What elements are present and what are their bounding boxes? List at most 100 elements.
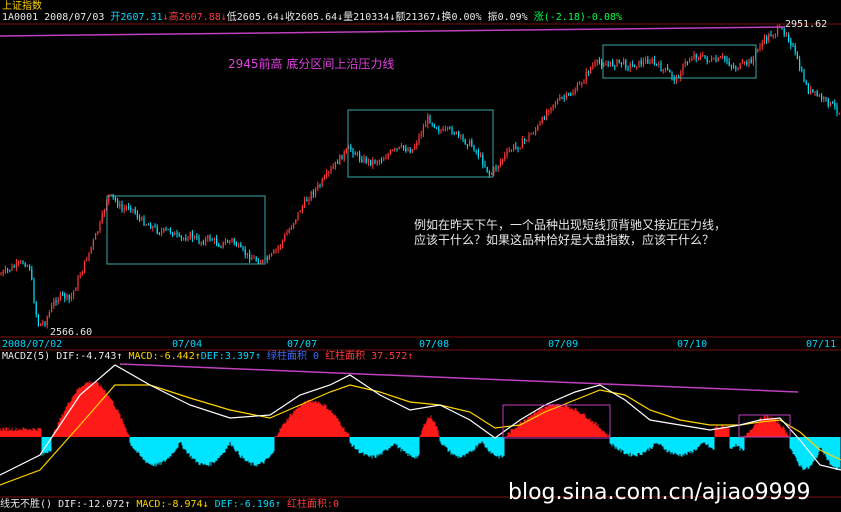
volume-value: 210334 xyxy=(353,12,390,23)
candle-body xyxy=(62,292,64,294)
candle-body xyxy=(812,89,814,93)
consolidation-box-2 xyxy=(347,109,494,178)
candle-body xyxy=(711,58,713,61)
candle-body xyxy=(462,135,464,140)
candle-body xyxy=(801,69,803,72)
candle-body xyxy=(761,42,763,47)
candle-body xyxy=(224,241,226,243)
candle-body xyxy=(504,154,506,160)
candle-body xyxy=(719,57,721,59)
candle-body xyxy=(730,65,732,67)
candle-body xyxy=(658,63,660,65)
high-arrow-icon: ↓ xyxy=(220,12,227,23)
macd-def-arrow-icon: ↑ xyxy=(254,351,261,362)
candle-body xyxy=(209,236,211,240)
candle-body xyxy=(227,241,229,243)
candle-body xyxy=(246,252,248,256)
candle-body xyxy=(480,155,482,157)
candle-body xyxy=(667,67,669,70)
candle-body xyxy=(832,101,834,104)
candle-body xyxy=(92,239,94,247)
bottom-dif: DIF:-12.072 xyxy=(58,499,125,510)
candle-body xyxy=(198,237,200,244)
candle-body xyxy=(543,117,545,120)
candle-body xyxy=(829,101,831,106)
candle-body xyxy=(686,62,688,64)
candle-body xyxy=(310,191,312,200)
amount-arrow-icon: ↓ xyxy=(435,12,442,23)
candle-body xyxy=(436,127,438,129)
amplitude-label: 振 xyxy=(487,12,498,23)
xaxis-label-6: 07/11 xyxy=(806,339,837,350)
candle-body xyxy=(332,166,334,169)
candle-body xyxy=(433,124,435,128)
watermark: blog.sina.com.cn/ajiao9999 xyxy=(508,480,811,505)
candle-body xyxy=(559,97,561,101)
candle-body xyxy=(581,83,583,85)
candle-body xyxy=(737,68,739,70)
candle-body xyxy=(671,72,673,78)
candle-body xyxy=(33,279,35,303)
candle-body xyxy=(576,84,578,91)
candle-body xyxy=(123,208,125,210)
candle-body xyxy=(242,247,244,250)
bottom-def-arrow-icon: ↑ xyxy=(274,499,281,510)
candle-body xyxy=(510,150,512,152)
candle-body xyxy=(673,77,675,81)
candle-body xyxy=(653,59,655,64)
candle-body xyxy=(286,232,288,236)
candle-body xyxy=(180,235,182,239)
candle-body xyxy=(394,148,396,150)
candle-body xyxy=(636,67,638,68)
change-value: (-2.18)-0.08% xyxy=(543,12,623,23)
candle-body xyxy=(704,55,706,59)
candle-body xyxy=(128,206,130,208)
candle-body xyxy=(319,184,321,186)
candle-body xyxy=(163,228,165,232)
candle-body xyxy=(341,154,343,160)
candle-body xyxy=(728,61,730,66)
candle-body xyxy=(11,266,13,271)
candle-body xyxy=(156,226,158,233)
candle-body xyxy=(807,83,809,94)
candle-body xyxy=(495,167,497,169)
candle-body xyxy=(29,265,31,270)
candle-body xyxy=(73,290,75,297)
candle-body xyxy=(356,152,358,155)
candle-body xyxy=(398,146,400,149)
candle-body xyxy=(337,161,339,164)
candle-body xyxy=(139,217,141,220)
change-label: 涨 xyxy=(533,12,544,23)
candle-body xyxy=(790,40,792,46)
candle-body xyxy=(42,322,44,324)
macd-def: DEF:3.397 xyxy=(200,351,255,362)
candle-body xyxy=(799,59,801,70)
candle-body xyxy=(614,65,616,67)
candle-body xyxy=(460,135,462,137)
candle-body xyxy=(345,148,347,152)
candle-body xyxy=(317,184,319,189)
candle-body xyxy=(389,150,391,155)
candle-body xyxy=(548,110,550,112)
candle-body xyxy=(37,314,39,326)
candle-body xyxy=(521,139,523,149)
candle-body xyxy=(282,240,284,246)
candle-body xyxy=(788,34,790,41)
candle-body xyxy=(24,263,26,267)
candle-body xyxy=(825,97,827,99)
candle-body xyxy=(682,64,684,74)
candle-body xyxy=(235,243,237,247)
candle-body xyxy=(191,232,193,239)
candle-body xyxy=(260,262,262,264)
candle-body xyxy=(458,131,460,136)
candle-body xyxy=(583,80,585,84)
candle-body xyxy=(350,146,352,150)
candle-body xyxy=(741,62,743,64)
candle-body xyxy=(722,56,724,58)
candle-body xyxy=(308,199,310,202)
candle-body xyxy=(541,117,543,124)
candle-body xyxy=(301,206,303,212)
candle-body xyxy=(101,213,103,223)
candle-body xyxy=(361,159,363,162)
